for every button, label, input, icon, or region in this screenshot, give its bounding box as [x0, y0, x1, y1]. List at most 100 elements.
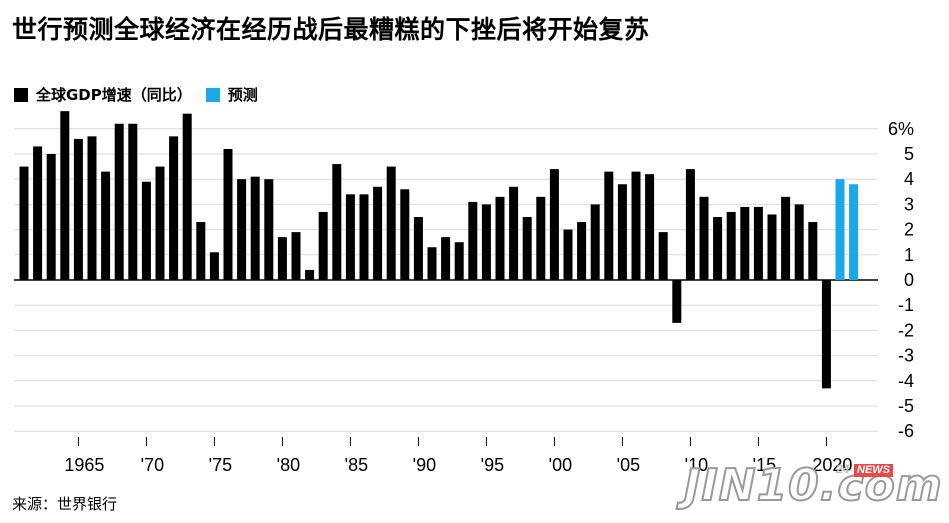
x-tick-label: '70 — [141, 455, 164, 475]
gdp-bar-1967 — [101, 171, 111, 280]
gdp-bar-1969 — [128, 123, 138, 280]
gdp-bar-1998 — [522, 217, 532, 280]
legend-label-forecast: 预测 — [227, 86, 258, 104]
gdp-bar-1983 — [318, 211, 328, 280]
gdp-bar-1961 — [19, 166, 29, 280]
gdp-bar-1974 — [196, 222, 206, 280]
gdp-bar-1996 — [495, 196, 505, 280]
x-tick-label: '80 — [277, 455, 300, 475]
y-tick-label: -4 — [898, 371, 914, 391]
source-note: 来源：世界银行 — [12, 495, 118, 513]
gdp-bar-1990 — [413, 217, 423, 280]
gdp-bar-1977 — [237, 179, 247, 280]
x-tick-label: '00 — [549, 455, 572, 475]
x-tick-label: '75 — [209, 455, 232, 475]
gdp-bar-2020 — [821, 280, 831, 389]
watermark-logo: JIN10.com 24 NEWS — [683, 452, 943, 516]
x-tick-label: '10 — [685, 455, 708, 475]
gdp-bar-1994 — [468, 201, 478, 280]
gdp-bar-2008 — [658, 232, 668, 280]
y-tick-label: 0 — [904, 270, 914, 290]
legend-swatch-gdp — [14, 87, 28, 102]
forecast-bar-2022 — [849, 184, 859, 280]
gdp-bar-1999 — [536, 196, 546, 280]
gdp-bar-1992 — [441, 237, 451, 280]
y-tick-label: 2 — [904, 220, 914, 240]
gdp-bar-1965 — [73, 138, 83, 280]
gdp-bar-2001 — [563, 229, 573, 280]
gdp-bar-1973 — [182, 113, 192, 281]
legend-item-gdp: 全球GDP增速（同比） — [14, 84, 192, 105]
gdp-bar-1982 — [305, 269, 315, 280]
gdp-bar-2013 — [726, 211, 736, 280]
gdp-bar-2006 — [631, 171, 641, 280]
watermark-text: JIN10.com — [683, 459, 943, 512]
x-tick-label: '05 — [617, 455, 640, 475]
gdp-bar-2007 — [645, 174, 655, 280]
gdp-bar-2002 — [577, 222, 587, 280]
gdp-bar-1980 — [277, 237, 287, 280]
x-tick-label: '95 — [481, 455, 504, 475]
gdp-bar-2000 — [549, 169, 559, 280]
gdp-bar-2003 — [590, 204, 600, 280]
gdp-bar-2014 — [740, 206, 750, 280]
gdp-bar-1966 — [87, 136, 97, 280]
gdp-bar-2011 — [699, 196, 709, 280]
gdp-bar-1968 — [114, 123, 124, 280]
gdp-bar-1972 — [169, 136, 179, 280]
gdp-bar-1963 — [46, 154, 56, 280]
chart-title: 世行预测全球经济在经历战后最糟糕的下挫后将开始复苏 — [12, 15, 650, 44]
x-tick-label: 1965 — [64, 455, 104, 475]
y-tick-label: -2 — [898, 320, 914, 340]
gdp-bar-1981 — [291, 232, 301, 280]
gdp-bar-1985 — [345, 194, 355, 280]
gdp-bar-1989 — [400, 189, 410, 280]
gdp-bar-1962 — [33, 146, 43, 280]
gdp-bar-2019 — [808, 222, 818, 280]
gdp-bar-1975 — [209, 252, 219, 280]
legend-item-forecast: 预测 — [205, 84, 258, 105]
gdp-bar-1979 — [264, 179, 274, 280]
gdp-bar-2017 — [781, 196, 791, 280]
gdp-bar-1971 — [155, 166, 165, 280]
y-tick-label: 4 — [904, 169, 914, 189]
gdp-bar-1964 — [60, 111, 70, 280]
gdp-bar-2010 — [685, 169, 695, 280]
y-tick-label: -3 — [898, 346, 914, 366]
gdp-bar-1986 — [359, 194, 369, 280]
gdp-bar-2016 — [767, 214, 777, 280]
y-tick-label: 3 — [904, 194, 914, 214]
x-tick-label: '15 — [753, 455, 776, 475]
gdp-bar-1984 — [332, 164, 342, 280]
gdp-bar-2015 — [753, 206, 763, 280]
y-tick-label: 1 — [904, 245, 914, 265]
gdp-bar-2009 — [672, 280, 682, 323]
gdp-bar-1976 — [223, 148, 233, 280]
y-tick-label: -6 — [898, 421, 914, 441]
gdp-bar-1997 — [509, 186, 519, 280]
gdp-bar-1978 — [250, 176, 260, 280]
y-tick-label: 6% — [888, 119, 914, 139]
legend-label-gdp: 全球GDP增速（同比） — [36, 86, 192, 104]
watermark-prefix: 24 — [836, 462, 850, 476]
x-tick-label: 2020 — [812, 455, 852, 475]
forecast-bar-2021 — [835, 179, 845, 280]
gdp-bar-2018 — [794, 204, 804, 280]
gdp-bar-1991 — [427, 247, 437, 280]
chart-legend: 全球GDP增速（同比） 预测 — [14, 84, 272, 105]
y-tick-label: -1 — [898, 295, 914, 315]
x-tick-label: '90 — [413, 455, 436, 475]
x-tick-label: '85 — [345, 455, 368, 475]
y-tick-label: 5 — [904, 144, 914, 164]
y-tick-label: -5 — [898, 396, 914, 416]
legend-swatch-forecast — [205, 87, 220, 102]
gdp-bar-1993 — [454, 242, 464, 280]
gdp-bar-1995 — [481, 204, 491, 280]
gdp-bar-1987 — [373, 186, 383, 280]
watermark-badge: NEWS — [854, 464, 893, 477]
gdp-bar-2005 — [617, 184, 627, 280]
gdp-bar-2004 — [604, 171, 614, 280]
gdp-bar-2012 — [713, 217, 723, 280]
gdp-bar-1970 — [141, 181, 151, 280]
